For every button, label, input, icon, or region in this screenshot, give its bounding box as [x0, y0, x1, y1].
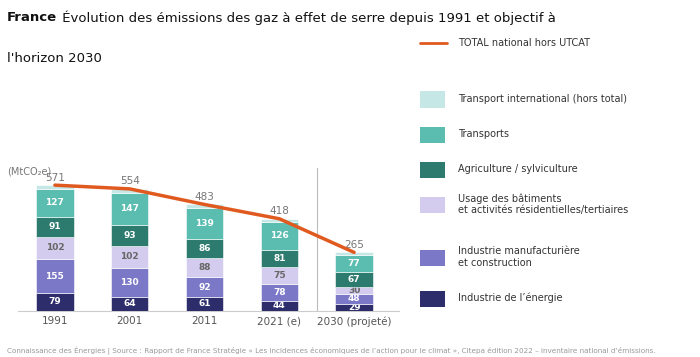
Bar [186, 277, 223, 297]
Text: 91: 91 [48, 222, 61, 231]
Bar [186, 208, 223, 239]
Bar [186, 239, 223, 258]
Bar [111, 189, 148, 193]
Text: 88: 88 [198, 263, 211, 272]
Bar [260, 222, 298, 250]
Text: 127: 127 [46, 198, 64, 207]
Bar [335, 252, 373, 256]
Text: TOTAL national hors UTCAT: TOTAL national hors UTCAT [458, 38, 590, 48]
Text: Connaissance des Énergies | Source : Rapport de France Stratégie « Les incidence: Connaissance des Énergies | Source : Rap… [7, 347, 656, 355]
Bar [260, 284, 298, 301]
Text: 571: 571 [45, 172, 65, 182]
Text: 29: 29 [348, 303, 360, 312]
Text: 126: 126 [270, 231, 288, 240]
Text: Industrie de l’énergie: Industrie de l’énergie [458, 293, 563, 303]
Text: 77: 77 [348, 260, 360, 268]
Text: 139: 139 [195, 219, 214, 228]
Bar [111, 246, 148, 268]
Text: Usage des bâtiments
et activités résidentielles/tertiaires: Usage des bâtiments et activités résiden… [458, 193, 629, 215]
Text: 78: 78 [273, 288, 286, 297]
Bar [111, 297, 148, 311]
Text: 30: 30 [348, 286, 360, 295]
Text: Industrie manufacturière
et construction: Industrie manufacturière et construction [458, 246, 580, 268]
Bar [420, 162, 444, 178]
Bar [36, 237, 74, 259]
Bar [260, 250, 298, 267]
Bar [186, 258, 223, 277]
Text: 554: 554 [120, 176, 139, 186]
Text: 147: 147 [120, 205, 139, 213]
Text: 483: 483 [195, 192, 214, 202]
Bar [36, 185, 74, 189]
Text: 75: 75 [273, 271, 286, 280]
Text: 102: 102 [46, 243, 64, 252]
Text: 155: 155 [46, 272, 64, 281]
Text: l'horizon 2030: l'horizon 2030 [7, 52, 102, 65]
Bar [335, 287, 373, 294]
Bar [260, 219, 298, 222]
Bar [335, 304, 373, 311]
Bar [335, 272, 373, 287]
Bar [420, 197, 444, 213]
Bar [36, 259, 74, 293]
Bar [36, 217, 74, 237]
Text: 61: 61 [198, 300, 211, 308]
Text: 265: 265 [344, 240, 364, 250]
Text: 86: 86 [198, 244, 211, 253]
Bar [420, 250, 444, 266]
Bar [420, 91, 444, 107]
Text: 64: 64 [123, 299, 136, 308]
Bar [260, 301, 298, 311]
Bar [420, 127, 444, 143]
Text: Transports: Transports [458, 129, 509, 139]
Text: 79: 79 [48, 297, 62, 306]
Bar [335, 294, 373, 304]
Text: 48: 48 [348, 295, 360, 303]
Bar [36, 293, 74, 311]
Text: France: France [7, 11, 57, 24]
Text: Agriculture / sylviculture: Agriculture / sylviculture [458, 164, 578, 174]
Bar [420, 291, 444, 307]
Text: 44: 44 [273, 301, 286, 310]
Text: 67: 67 [348, 275, 360, 284]
Text: Évolution des émissions des gaz à effet de serre depuis 1991 et objectif à: Évolution des émissions des gaz à effet … [58, 11, 556, 25]
Bar [335, 256, 373, 272]
Bar [186, 205, 223, 208]
Text: 93: 93 [123, 231, 136, 240]
Text: Transport international (hors total): Transport international (hors total) [458, 94, 627, 104]
Bar [186, 297, 223, 311]
Text: 92: 92 [198, 283, 211, 292]
Bar [260, 267, 298, 284]
Bar [36, 189, 74, 217]
Bar [111, 268, 148, 297]
Text: (MtCO₂e): (MtCO₂e) [7, 166, 51, 176]
Bar [111, 193, 148, 225]
Text: 418: 418 [270, 206, 289, 216]
Text: 81: 81 [273, 254, 286, 263]
Text: 102: 102 [120, 252, 139, 261]
Bar [111, 225, 148, 246]
Text: 130: 130 [120, 278, 139, 287]
